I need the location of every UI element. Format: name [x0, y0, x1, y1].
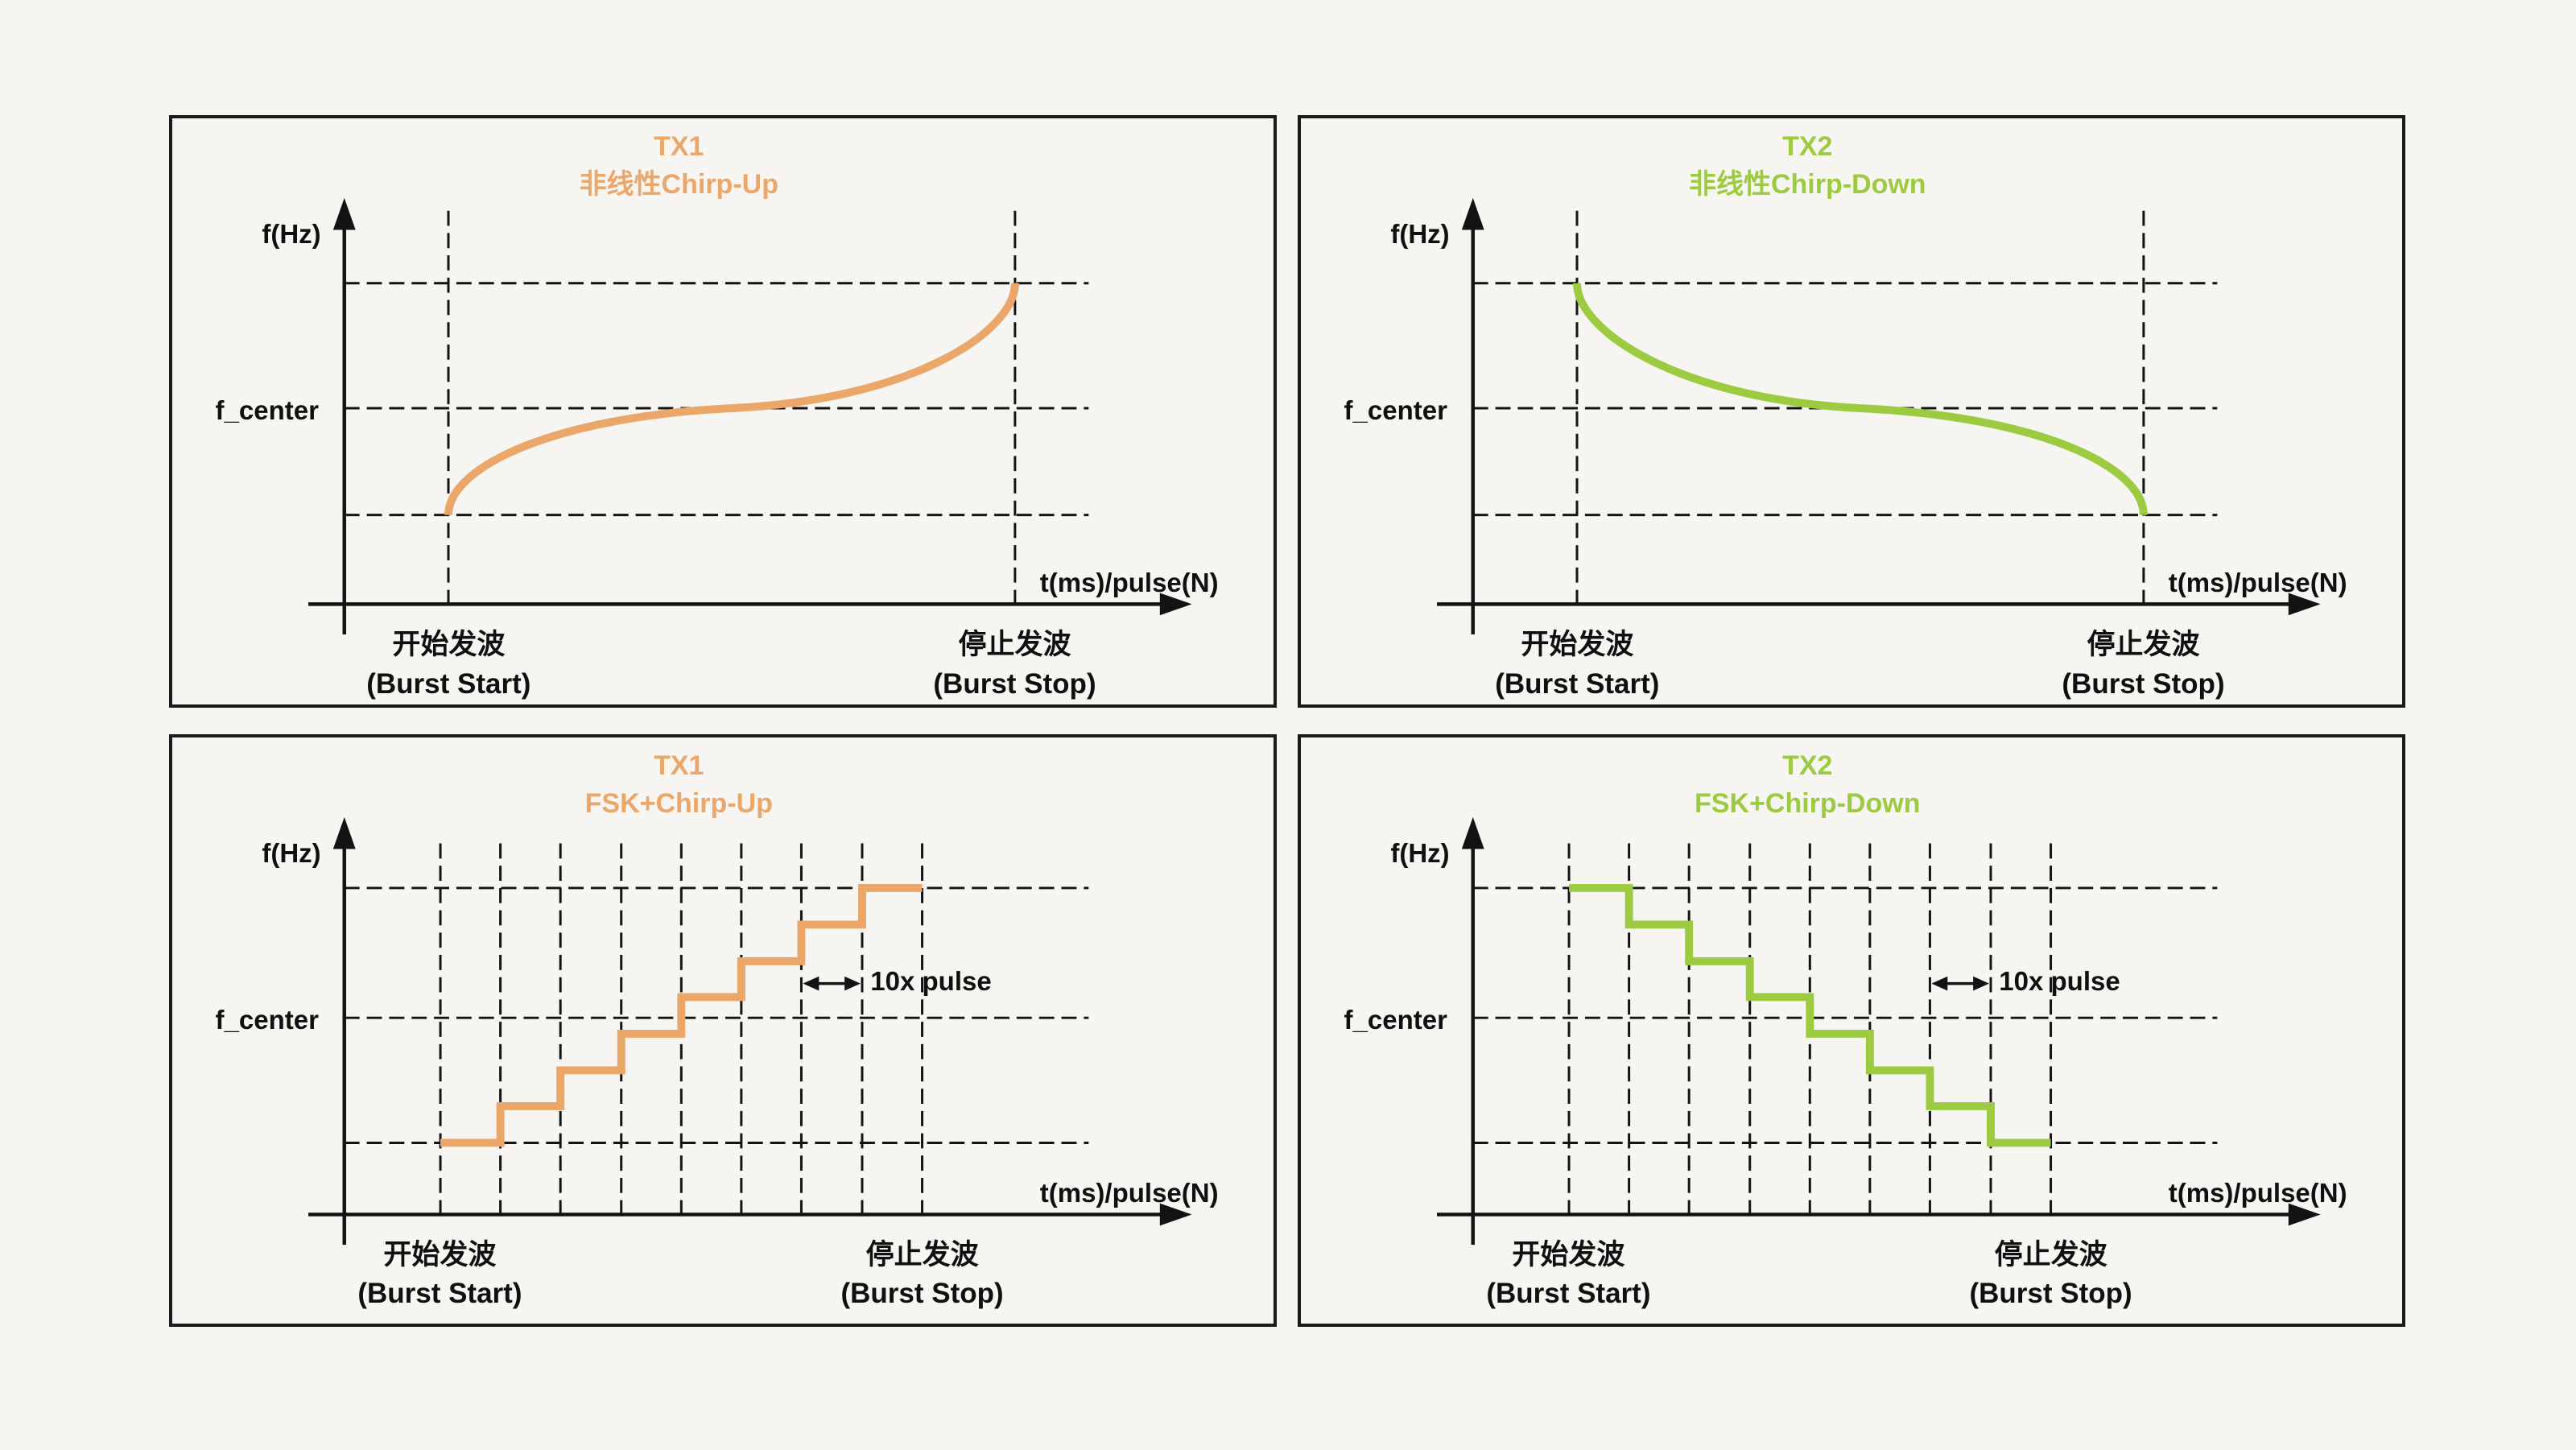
y-axis-label: f(Hz): [262, 219, 321, 250]
burst-stop-en: (Burst Stop): [933, 667, 1096, 700]
y-axis-label: f(Hz): [1390, 838, 1450, 869]
panel-title-line2: 非线性Chirp-Down: [1688, 168, 1926, 200]
panel-title-line2: 非线性Chirp-Up: [579, 168, 778, 200]
burst-stop-zh: 停止发波: [958, 629, 1071, 661]
burst-start-zh: 开始发波: [1512, 1238, 1625, 1270]
f-center-label: f_center: [1344, 1004, 1447, 1035]
burst-stop-zh: 停止发波: [1994, 1238, 2107, 1270]
panel-title-line1: TX2: [1782, 750, 1833, 781]
y-axis-label: f(Hz): [262, 838, 321, 869]
f-center-label: f_center: [1344, 395, 1447, 425]
x-axis-label: t(ms)/pulse(N): [1039, 567, 1219, 597]
tx1-chirp-up-plot: [308, 197, 1192, 634]
burst-start-zh: 开始发波: [1521, 629, 1634, 661]
panel-tx1-nonlinear-chirp-up: TX1 非线性Chirp-Up f(Hz) f_center t(ms)/pul…: [169, 115, 1277, 708]
burst-stop-label: 停止发波 (Burst Stop): [872, 626, 1158, 704]
burst-start-en: (Burst Start): [1495, 667, 1660, 700]
burst-stop-en: (Burst Stop): [840, 1278, 1004, 1310]
f-center-label: f_center: [215, 395, 319, 425]
panel-title-line1: TX1: [654, 750, 704, 781]
panel-tx2-fsk-chirp-down: TX2 FSK+Chirp-Down f(Hz) f_center t(ms)/…: [1298, 734, 2405, 1327]
burst-stop-label: 停止发波 (Burst Stop): [779, 1236, 1066, 1314]
burst-start-zh: 开始发波: [383, 1238, 497, 1270]
burst-stop-label: 停止发波 (Burst Stop): [1908, 1236, 2194, 1314]
tx2-fsk-chirp-down-plot: [1437, 816, 2321, 1246]
burst-start-label: 开始发波 (Burst Start): [297, 1236, 584, 1314]
burst-start-label: 开始发波 (Burst Start): [306, 626, 592, 704]
burst-start-en: (Burst Start): [366, 667, 531, 700]
burst-start-zh: 开始发波: [392, 629, 506, 661]
burst-start-en: (Burst Start): [1486, 1278, 1651, 1310]
burst-stop-zh: 停止发波: [2087, 629, 2200, 661]
tx1-fsk-chirp-up-plot: [308, 816, 1192, 1246]
x-axis-label: t(ms)/pulse(N): [2168, 1178, 2347, 1208]
panel-title: TX1 FSK+Chirp-Up: [172, 747, 1186, 823]
pulse-width-annotation: 10x pulse: [1999, 965, 2120, 996]
panel-title: TX2 非线性Chirp-Down: [1301, 128, 2314, 204]
pulse-width-annotation: 10x pulse: [870, 965, 992, 996]
y-axis-label: f(Hz): [1390, 219, 1450, 250]
tx2-chirp-down-plot: [1437, 197, 2321, 634]
panel-title: TX1 非线性Chirp-Up: [172, 128, 1186, 204]
burst-stop-en: (Burst Stop): [1969, 1278, 2132, 1310]
burst-stop-en: (Burst Stop): [2062, 667, 2225, 700]
x-axis-label: t(ms)/pulse(N): [2168, 567, 2347, 597]
panel-title-line1: TX1: [654, 130, 704, 162]
f-center-label: f_center: [215, 1004, 319, 1035]
burst-start-label: 开始发波 (Burst Start): [1435, 626, 1721, 704]
panel-tx1-fsk-chirp-up: TX1 FSK+Chirp-Up f(Hz) f_center t(ms)/pu…: [169, 734, 1277, 1327]
burst-stop-zh: 停止发波: [865, 1238, 979, 1270]
panel-title-line1: TX2: [1782, 130, 1833, 162]
panel-title: TX2 FSK+Chirp-Down: [1301, 747, 2314, 823]
panel-title-line2: FSK+Chirp-Down: [1695, 787, 1921, 819]
x-axis-label: t(ms)/pulse(N): [1039, 1178, 1219, 1208]
burst-start-en: (Burst Start): [357, 1278, 522, 1310]
panel-title-line2: FSK+Chirp-Up: [584, 787, 773, 819]
burst-start-label: 开始发波 (Burst Start): [1426, 1236, 1712, 1314]
burst-stop-label: 停止发波 (Burst Stop): [2000, 626, 2287, 704]
panel-tx2-nonlinear-chirp-down: TX2 非线性Chirp-Down f(Hz) f_center t(ms)/p…: [1298, 115, 2405, 708]
